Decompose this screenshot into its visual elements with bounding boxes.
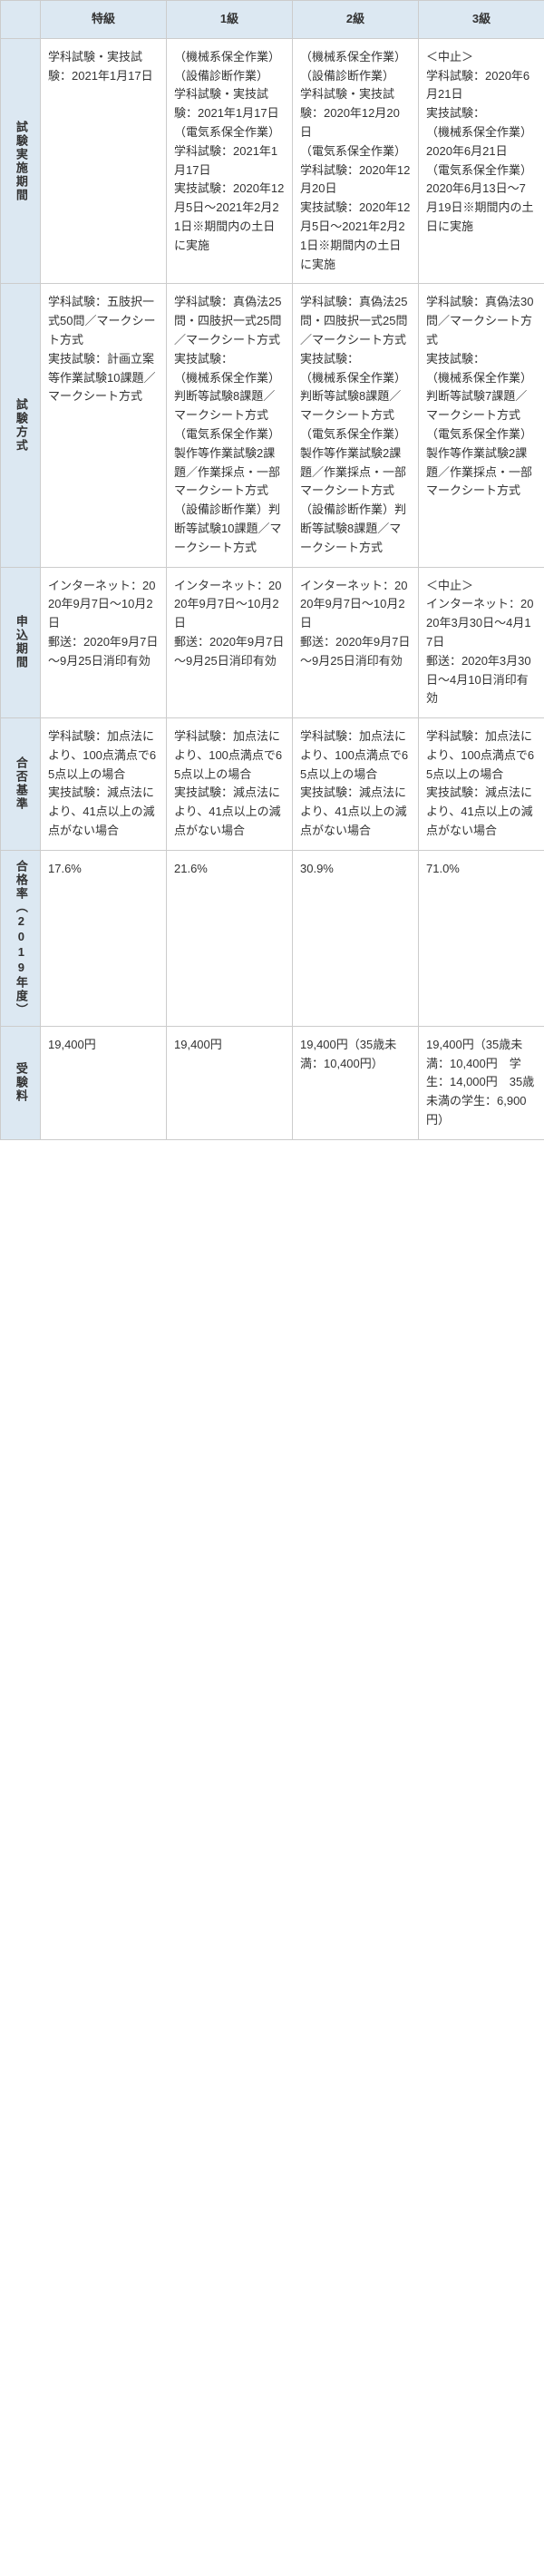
cell: 学科試験：真偽法30問／マークシート方式 実技試験： （機械系保全作業）判断等試…: [419, 284, 544, 567]
table-row: 試験方式学科試験：五肢択一式50問／マークシート方式 実技試験：計画立案等作業試…: [1, 284, 544, 567]
header-blank: [1, 1, 41, 39]
cell: 71.0%: [419, 850, 544, 1026]
table-row: 受験料19,400円19,400円19,400円（35歳未満：10,400円）1…: [1, 1026, 544, 1139]
cell: 学科試験：加点法により、100点満点で65点以上の場合 実技試験：減点法により、…: [419, 718, 544, 851]
cell: 学科試験：五肢択一式50問／マークシート方式 実技試験：計画立案等作業試験10課…: [41, 284, 167, 567]
cell: 学科試験：真偽法25問・四肢択一式25問／マークシート方式 実技試験： （機械系…: [167, 284, 293, 567]
cell: 17.6%: [41, 850, 167, 1026]
cell: 学科試験：真偽法25問・四肢択一式25問／マークシート方式 実技試験： （機械系…: [293, 284, 419, 567]
cell: 19,400円（35歳未満：10,400円 学生：14,000円 35歳未満の学…: [419, 1026, 544, 1139]
cell: （機械系保全作業） （設備診断作業） 学科試験・実技試験：2020年12月20日…: [293, 38, 419, 284]
row-label: 申込期間: [1, 567, 41, 718]
header-3kyu: 3級: [419, 1, 544, 39]
table-row: 合格率（2019年度）17.6%21.6%30.9%71.0%: [1, 850, 544, 1026]
exam-info-table: 特級 1級 2級 3級 試験実施期間学科試験・実技試験：2021年1月17日（機…: [0, 0, 544, 1140]
cell: 30.9%: [293, 850, 419, 1026]
header-row: 特級 1級 2級 3級: [1, 1, 544, 39]
row-label: 合格率（2019年度）: [1, 850, 41, 1026]
cell: 学科試験：加点法により、100点満点で65点以上の場合 実技試験：減点法により、…: [167, 718, 293, 851]
header-1kyu: 1級: [167, 1, 293, 39]
cell: 学科試験：加点法により、100点満点で65点以上の場合 実技試験：減点法により、…: [293, 718, 419, 851]
row-label: 合否基準: [1, 718, 41, 851]
table-row: 申込期間インターネット：2020年9月7日～10月2日 郵送：2020年9月7日…: [1, 567, 544, 718]
table-row: 合否基準学科試験：加点法により、100点満点で65点以上の場合 実技試験：減点法…: [1, 718, 544, 851]
cell: ＜中止＞ 学科試験：2020年6月21日 実技試験： （機械系保全作業） 202…: [419, 38, 544, 284]
cell: 学科試験：加点法により、100点満点で65点以上の場合 実技試験：減点法により、…: [41, 718, 167, 851]
cell: インターネット：2020年9月7日～10月2日 郵送：2020年9月7日～9月2…: [41, 567, 167, 718]
table-row: 試験実施期間学科試験・実技試験：2021年1月17日（機械系保全作業） （設備診…: [1, 38, 544, 284]
cell: 19,400円: [167, 1026, 293, 1139]
row-label: 試験実施期間: [1, 38, 41, 284]
header-tokkyu: 特級: [41, 1, 167, 39]
cell: （機械系保全作業） （設備診断作業） 学科試験・実技試験：2021年1月17日 …: [167, 38, 293, 284]
table-body: 試験実施期間学科試験・実技試験：2021年1月17日（機械系保全作業） （設備診…: [1, 38, 544, 1139]
cell: 学科試験・実技試験：2021年1月17日: [41, 38, 167, 284]
cell: インターネット：2020年9月7日～10月2日 郵送：2020年9月7日～9月2…: [167, 567, 293, 718]
row-label: 試験方式: [1, 284, 41, 567]
cell: 19,400円: [41, 1026, 167, 1139]
cell: インターネット：2020年9月7日～10月2日 郵送：2020年9月7日～9月2…: [293, 567, 419, 718]
header-2kyu: 2級: [293, 1, 419, 39]
cell: ＜中止＞ インターネット：2020年3月30日～4月17日 郵送：2020年3月…: [419, 567, 544, 718]
cell: 21.6%: [167, 850, 293, 1026]
cell: 19,400円（35歳未満：10,400円）: [293, 1026, 419, 1139]
row-label: 受験料: [1, 1026, 41, 1139]
